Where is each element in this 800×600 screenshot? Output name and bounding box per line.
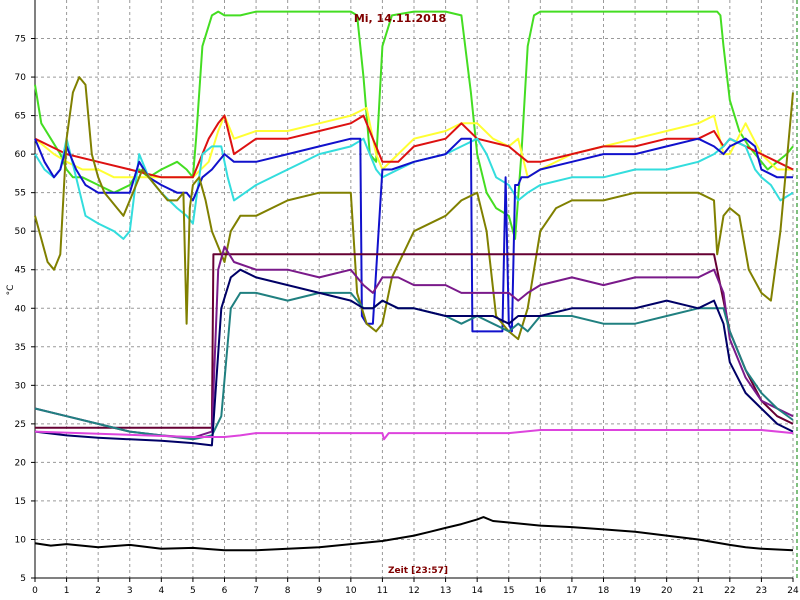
x-tick-label: 5 (190, 586, 196, 596)
x-tick-label: 21 (693, 586, 704, 596)
x-tick-label: 20 (661, 586, 673, 596)
y-tick-label: 70 (15, 73, 27, 83)
y-tick-label: 20 (15, 458, 27, 468)
x-tick-label: 14 (471, 586, 483, 596)
y-axis-title: °C (6, 285, 16, 296)
y-tick-label: 40 (15, 304, 27, 314)
x-tick-label: 18 (598, 586, 610, 596)
x-tick-label: 10 (345, 586, 357, 596)
x-tick-label: 15 (503, 586, 514, 596)
x-tick-label: 22 (724, 586, 735, 596)
x-tick-label: 8 (285, 586, 291, 596)
series-line-12 (34, 516, 794, 552)
series-line-4 (34, 137, 794, 240)
x-tick-label: 1 (64, 586, 70, 596)
y-tick-label: 5 (20, 574, 26, 584)
x-tick-label: 17 (566, 586, 577, 596)
chart-labels: Mi, 14.11.2018 Zeit [23:57] °C (6, 12, 448, 576)
y-tick-label: 65 (15, 112, 26, 122)
x-tick-label: 16 (535, 586, 547, 596)
y-tick-label: 15 (15, 497, 26, 507)
series-line-10 (34, 268, 794, 447)
x-tick-label: 12 (408, 586, 419, 596)
x-tick-label: 13 (440, 586, 451, 596)
x-tick-label: 23 (756, 586, 767, 596)
y-tick-label: 75 (15, 35, 26, 45)
chart-axes: 0 1 2 3 4 5 6 7 8 9 10 11 12 13 14 15 16 17 18 19 20 21 22 23 24… (15, 0, 799, 596)
y-tick-label: 25 (15, 420, 26, 430)
x-tick-label: 9 (316, 586, 322, 596)
x-tick-label: 4 (158, 586, 164, 596)
x-tick-label: 24 (787, 586, 799, 596)
series-line-3 (34, 114, 794, 179)
x-tick-label: 19 (629, 586, 641, 596)
y-tick-label: 30 (15, 381, 27, 391)
x-axis-title: Zeit [23:57] (388, 566, 448, 576)
x-tick-label: 3 (127, 586, 133, 596)
chart-series (34, 10, 794, 552)
series-line-6 (34, 76, 794, 341)
series-line-5 (34, 137, 793, 333)
y-tick-label: 55 (15, 189, 26, 199)
y-tick-label: 35 (15, 343, 26, 353)
x-tick-label: 0 (32, 586, 38, 596)
y-tick-label: 45 (15, 266, 26, 276)
x-tick-label: 7 (253, 586, 259, 596)
y-tick-label: 50 (15, 227, 27, 237)
chart-title: Mi, 14.11.2018 (354, 12, 446, 25)
x-tick-label: 6 (222, 586, 228, 596)
series-line-11 (34, 429, 794, 441)
series-line-8 (34, 245, 794, 439)
y-tick-label: 60 (15, 150, 27, 160)
x-tick-label: 11 (377, 586, 388, 596)
x-tick-label: 2 (95, 586, 101, 596)
y-tick-label: 10 (15, 535, 27, 545)
series-line-1 (34, 10, 794, 240)
